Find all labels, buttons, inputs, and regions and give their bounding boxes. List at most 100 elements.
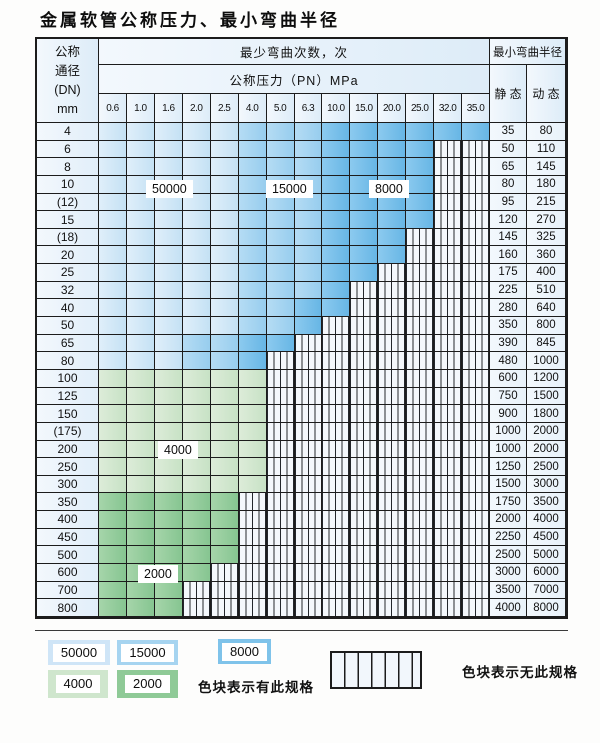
spec-cell-g1 bbox=[182, 387, 211, 406]
no-spec-cell bbox=[322, 405, 351, 423]
no-spec-cell bbox=[350, 299, 379, 318]
no-spec-cell bbox=[462, 246, 490, 265]
spec-cell-b3 bbox=[350, 246, 379, 265]
no-spec-cell bbox=[462, 140, 490, 159]
no-spec-cell bbox=[294, 405, 323, 423]
spec-cell-b1 bbox=[210, 246, 239, 265]
no-spec-cell bbox=[462, 211, 490, 229]
zone-label-15000: 15000 bbox=[266, 180, 313, 198]
no-spec-cell bbox=[350, 581, 379, 600]
dn-cell: 10 bbox=[37, 175, 99, 194]
spec-cell-g2 bbox=[126, 581, 155, 600]
no-spec-cell bbox=[406, 440, 435, 459]
dynamic-radius-cell: 8000 bbox=[527, 599, 566, 617]
spec-cell-g2 bbox=[99, 564, 127, 582]
no-spec-cell bbox=[294, 458, 323, 476]
no-spec-cell bbox=[462, 599, 490, 617]
no-spec-cell bbox=[406, 422, 435, 441]
no-spec-cell bbox=[462, 493, 490, 512]
no-spec-cell bbox=[294, 581, 323, 600]
spec-cell-g1 bbox=[238, 458, 267, 476]
spec-cell-b2 bbox=[294, 158, 323, 176]
no-spec-cell bbox=[378, 564, 407, 582]
no-spec-cell bbox=[462, 564, 490, 582]
legend-no-spec-swatch bbox=[330, 651, 422, 689]
spec-cell-b2 bbox=[266, 158, 295, 176]
spec-cell-b3 bbox=[350, 211, 379, 229]
spec-cell-g1 bbox=[210, 440, 239, 459]
spec-cell-b1 bbox=[126, 123, 155, 141]
no-spec-cell bbox=[378, 352, 407, 370]
spec-cell-b1 bbox=[126, 281, 155, 300]
spec-cell-g1 bbox=[182, 475, 211, 494]
dynamic-radius-cell: 1800 bbox=[527, 405, 566, 423]
no-spec-cell bbox=[322, 493, 351, 512]
dynamic-header: 动 态 bbox=[527, 65, 566, 123]
no-spec-cell bbox=[434, 440, 463, 459]
dn-cell: 400 bbox=[37, 511, 99, 529]
pressure-value: 20.0 bbox=[378, 94, 407, 123]
static-radius-cell: 1750 bbox=[490, 493, 527, 512]
no-spec-cell bbox=[406, 334, 435, 353]
no-spec-cell bbox=[406, 352, 435, 370]
static-radius-cell: 95 bbox=[490, 193, 527, 212]
spec-cell-b1 bbox=[182, 228, 211, 247]
dn-cell: 700 bbox=[37, 581, 99, 600]
dynamic-radius-cell: 640 bbox=[527, 299, 566, 318]
no-spec-cell bbox=[434, 352, 463, 370]
spec-cell-b1 bbox=[210, 228, 239, 247]
legend-swatch-label: 2000 bbox=[125, 675, 170, 693]
no-spec-cell bbox=[294, 546, 323, 565]
no-spec-cell bbox=[238, 511, 267, 529]
no-spec-cell bbox=[210, 564, 239, 582]
spec-cell-g2 bbox=[99, 528, 127, 547]
no-spec-cell bbox=[378, 299, 407, 318]
no-spec-cell bbox=[210, 599, 239, 617]
no-spec-cell bbox=[266, 599, 295, 617]
no-spec-cell bbox=[378, 546, 407, 565]
static-radius-cell: 2500 bbox=[490, 546, 527, 565]
spec-cell-g1 bbox=[126, 440, 155, 459]
dn-cell: 4 bbox=[37, 123, 99, 141]
no-spec-cell bbox=[434, 599, 463, 617]
dynamic-radius-cell: 2000 bbox=[527, 440, 566, 459]
no-spec-cell bbox=[294, 352, 323, 370]
no-spec-cell bbox=[462, 405, 490, 423]
no-spec-cell bbox=[266, 422, 295, 441]
no-spec-cell bbox=[350, 405, 379, 423]
spec-cell-b1 bbox=[182, 264, 211, 282]
static-radius-cell: 145 bbox=[490, 228, 527, 247]
dynamic-radius-cell: 800 bbox=[527, 317, 566, 335]
no-spec-cell bbox=[350, 369, 379, 388]
static-radius-cell: 750 bbox=[490, 387, 527, 406]
no-spec-cell bbox=[350, 599, 379, 617]
spec-cell-g1 bbox=[210, 458, 239, 476]
spec-cell-g2 bbox=[210, 528, 239, 547]
no-spec-cell bbox=[406, 246, 435, 265]
spec-cell-b3 bbox=[322, 228, 351, 247]
spec-cell-b3 bbox=[322, 299, 351, 318]
dn-cell: 100 bbox=[37, 369, 99, 388]
no-spec-cell bbox=[322, 422, 351, 441]
spec-cell-b1 bbox=[99, 123, 127, 141]
no-spec-cell bbox=[406, 493, 435, 512]
static-radius-cell: 80 bbox=[490, 175, 527, 194]
no-spec-cell bbox=[462, 158, 490, 176]
spec-cell-b3 bbox=[266, 334, 295, 353]
spec-cell-b3 bbox=[294, 299, 323, 318]
legend-swatch-15000: 15000 bbox=[117, 640, 178, 665]
spec-cell-g1 bbox=[99, 405, 127, 423]
dn-cell: 15 bbox=[37, 211, 99, 229]
no-spec-cell bbox=[406, 317, 435, 335]
static-header: 静 态 bbox=[490, 65, 527, 123]
no-spec-cell bbox=[406, 281, 435, 300]
spec-cell-b3 bbox=[322, 175, 351, 194]
spec-cell-b2 bbox=[238, 211, 267, 229]
no-spec-cell bbox=[294, 422, 323, 441]
no-spec-cell bbox=[294, 387, 323, 406]
spec-cell-b2 bbox=[238, 299, 267, 318]
no-spec-cell bbox=[434, 264, 463, 282]
no-spec-cell bbox=[350, 511, 379, 529]
no-spec-cell bbox=[406, 475, 435, 494]
spec-cell-g2 bbox=[210, 511, 239, 529]
